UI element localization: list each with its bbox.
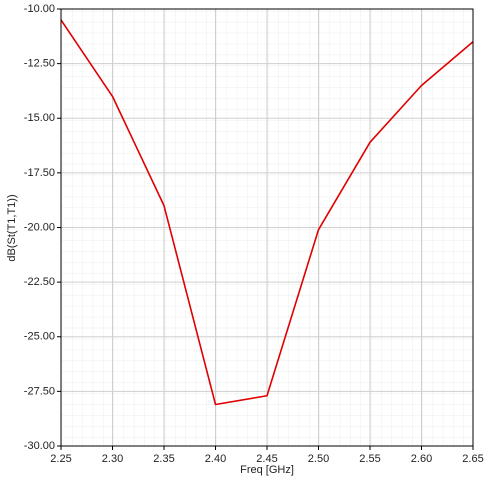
x-tick-label: 2.55 <box>359 453 380 465</box>
y-tick-label: -27.50 <box>24 385 55 397</box>
y-tick-label: -10.00 <box>24 3 55 15</box>
series-line <box>60 19 474 406</box>
y-tick-label: -22.50 <box>24 276 55 288</box>
x-tick-label: 2.45 <box>256 453 277 465</box>
y-tick-label: -17.50 <box>24 167 55 179</box>
y-axis-label: dB(St(T1,T1)) <box>6 194 18 261</box>
x-tick-label: 2.65 <box>462 453 483 465</box>
y-tick-label: -15.00 <box>24 112 55 124</box>
x-tick-label: 2.50 <box>308 453 329 465</box>
plot-frame <box>60 8 474 447</box>
x-tick-label: 2.60 <box>411 453 432 465</box>
x-tick-label: 2.35 <box>153 453 174 465</box>
y-tick-label: -30.00 <box>24 440 55 452</box>
x-tick-label: 2.30 <box>102 453 123 465</box>
x-tick-label: 2.40 <box>205 453 226 465</box>
y-tick-label: -20.00 <box>24 221 55 233</box>
x-tick-label: 2.25 <box>50 453 71 465</box>
y-tick-label: -25.00 <box>24 331 55 343</box>
y-tick-label: -12.50 <box>24 58 55 70</box>
x-axis-label: Freq [GHz] <box>240 464 294 476</box>
